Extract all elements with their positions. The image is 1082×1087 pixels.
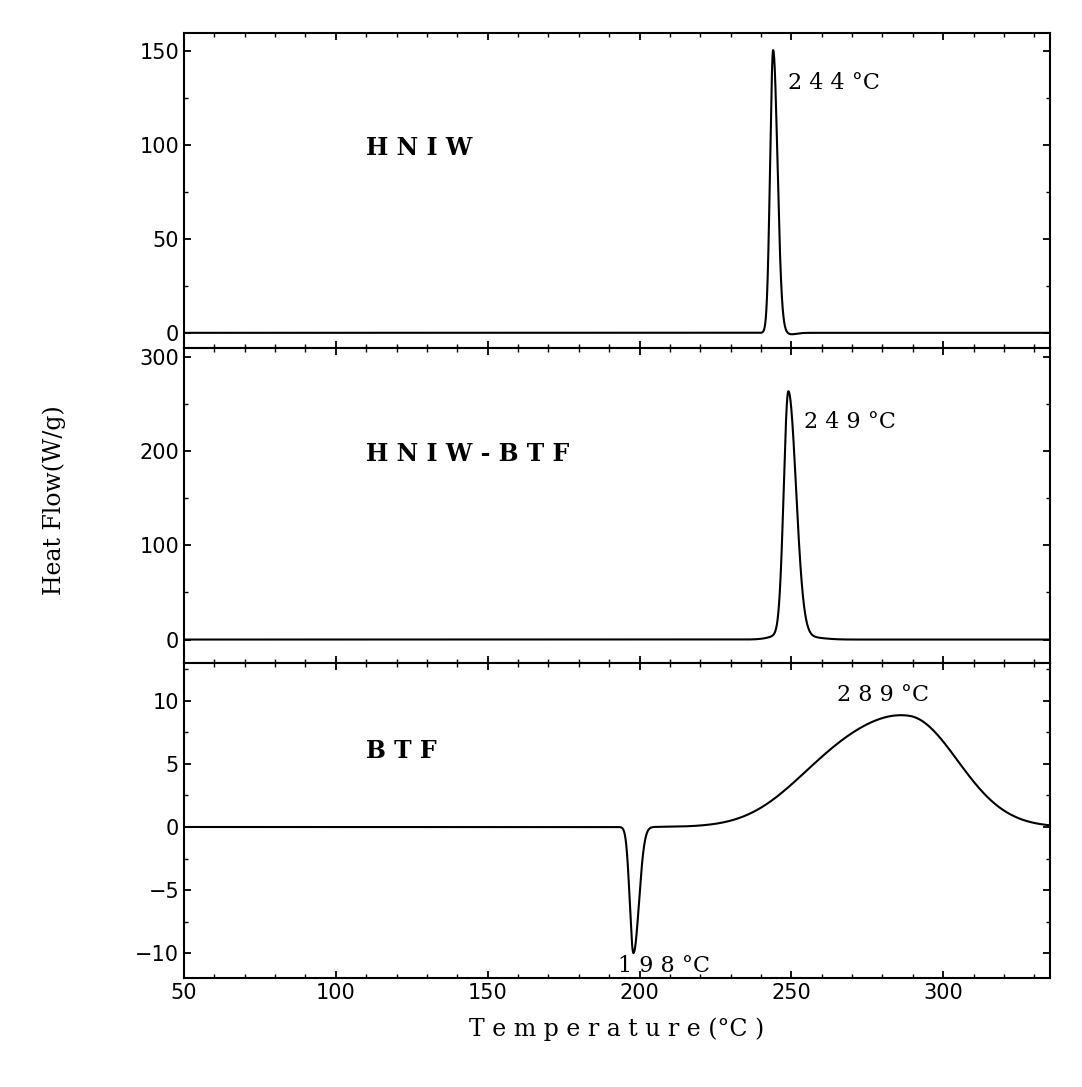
Text: H N I W - B T F: H N I W - B T F [366, 441, 569, 465]
Text: 2 8 9 °C: 2 8 9 °C [837, 684, 929, 705]
Text: H N I W: H N I W [366, 136, 473, 160]
Text: B T F: B T F [366, 739, 437, 763]
Text: 1 9 8 °C: 1 9 8 °C [618, 955, 710, 977]
Text: 2 4 4 °C: 2 4 4 °C [789, 72, 881, 93]
Text: Heat Flow(W/g): Heat Flow(W/g) [42, 405, 66, 595]
X-axis label: T e m p e r a t u r e (°C ): T e m p e r a t u r e (°C ) [470, 1017, 764, 1040]
Text: 2 4 9 °C: 2 4 9 °C [804, 411, 896, 433]
